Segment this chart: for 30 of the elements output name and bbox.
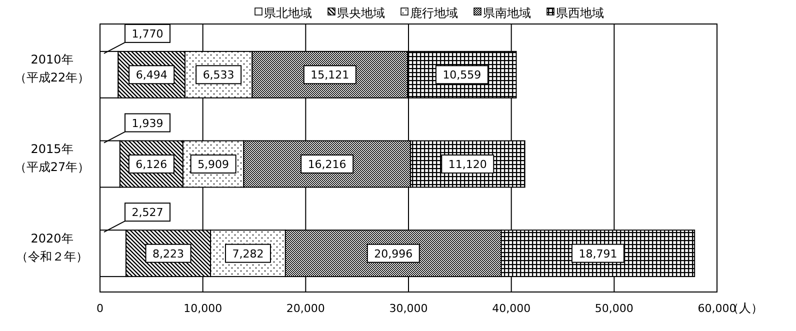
y-tick-label: 2015年（平成27年） [14, 142, 90, 174]
x-tick-label: 60,000 [698, 302, 736, 315]
legend-label: 県央地域 [337, 6, 385, 20]
data-label: 1,939 [132, 116, 164, 130]
x-tick-label: 40,000 [492, 302, 531, 315]
legend-label: 県西地域 [556, 6, 604, 20]
data-label: 7,282 [232, 247, 264, 260]
data-label: 10,559 [442, 68, 482, 82]
data-label: 1,770 [132, 27, 164, 40]
legend-label: 鹿行地域 [410, 6, 458, 20]
data-label: 6,126 [136, 158, 168, 171]
y-tick-label: 2010年（平成22年） [14, 52, 90, 85]
data-label: 6,533 [202, 68, 234, 82]
legend-label: 県南地域 [483, 6, 531, 20]
data-label: 15,121 [310, 68, 350, 82]
x-tick-label: 0 [96, 302, 104, 315]
data-label: 18,791 [578, 247, 618, 260]
y-tick-label: 2020年（令和２年） [16, 231, 88, 264]
data-label: 11,120 [448, 158, 487, 171]
x-tick-label: 50,000 [594, 302, 634, 315]
data-label: 5,909 [198, 158, 230, 171]
x-tick-label: 10,000 [184, 302, 222, 315]
data-label: 20,996 [374, 247, 413, 260]
data-label: 6,494 [136, 68, 168, 82]
x-tick-label: 20,000 [286, 302, 325, 315]
data-label: 8,223 [152, 247, 184, 260]
data-label: 2,527 [132, 206, 164, 220]
legend-label: 県北地域 [264, 6, 312, 20]
data-label: 16,216 [308, 158, 346, 171]
x-tick-label: 30,000 [389, 302, 428, 315]
